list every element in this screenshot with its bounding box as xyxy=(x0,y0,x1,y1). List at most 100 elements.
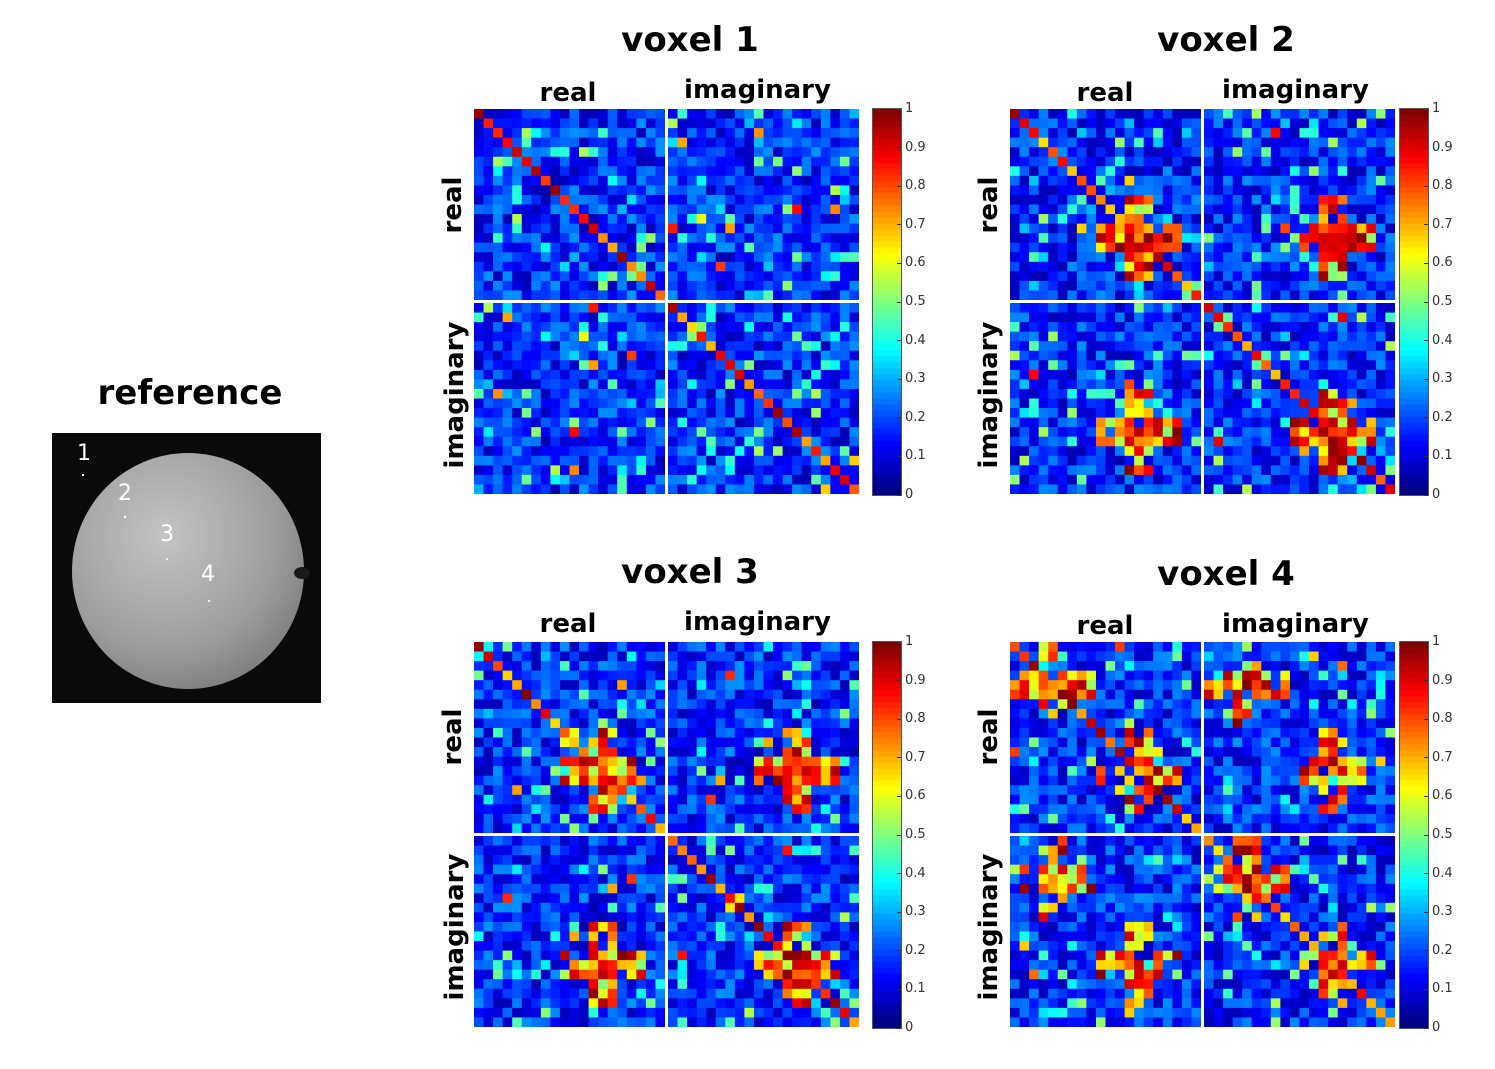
heatmap-cell xyxy=(1019,261,1030,272)
heatmap-cell xyxy=(1375,166,1386,177)
heatmap-cell xyxy=(734,271,745,282)
heatmap-cell xyxy=(1366,204,1377,215)
heatmap-cell xyxy=(550,166,561,177)
heatmap-cell xyxy=(502,128,513,139)
heatmap-cell xyxy=(483,670,494,681)
heatmap-cell xyxy=(1347,436,1358,447)
heatmap-cell xyxy=(687,893,698,904)
heatmap-cell xyxy=(830,998,841,1009)
heatmap-cell xyxy=(1289,185,1300,196)
heatmap-cell xyxy=(1095,446,1106,457)
heatmap-cell xyxy=(782,223,793,234)
heatmap-cell xyxy=(773,912,783,923)
heatmap-cell xyxy=(636,845,647,856)
heatmap-cell xyxy=(782,388,793,399)
heatmap-cell xyxy=(1337,261,1348,272)
heatmap-cell xyxy=(773,747,783,757)
heatmap-cell xyxy=(849,214,860,224)
heatmap-cell xyxy=(1095,280,1106,291)
heatmap-cell xyxy=(531,912,542,923)
heatmap-cell xyxy=(1261,398,1272,409)
heatmap-cell xyxy=(540,931,551,942)
heatmap-cell xyxy=(753,836,764,846)
heatmap-cell xyxy=(474,931,484,942)
heatmap-cell xyxy=(512,823,523,834)
heatmap-cell xyxy=(725,233,736,244)
heatmap-cell xyxy=(839,969,850,980)
heatmap-cell xyxy=(607,137,618,148)
heatmap-cell xyxy=(696,708,707,719)
heatmap-cell xyxy=(1270,303,1281,313)
heatmap-cell xyxy=(617,223,628,234)
heatmap-cell xyxy=(531,408,542,418)
heatmap-cell xyxy=(1309,408,1319,418)
heatmap-cell xyxy=(811,312,822,323)
heatmap-cell xyxy=(1318,398,1329,409)
heatmap-cell xyxy=(773,756,783,767)
heatmap-cell xyxy=(687,689,698,700)
heatmap-cell xyxy=(849,998,860,1009)
heatmap-cell xyxy=(706,756,717,767)
heatmap-cell xyxy=(1124,223,1135,234)
heatmap-cell xyxy=(1223,185,1234,196)
heatmap-cell xyxy=(569,484,580,495)
heatmap-cell xyxy=(1213,280,1224,291)
heatmap-cell xyxy=(645,699,656,710)
heatmap-cell xyxy=(763,950,774,961)
colorbar-step xyxy=(873,332,901,339)
colorbar-tick-label: 0.3 xyxy=(1432,371,1453,387)
colorbar-tick-mark xyxy=(1424,108,1428,110)
heatmap-cell xyxy=(1366,474,1377,485)
heatmap-cell xyxy=(792,718,803,729)
heatmap-cell xyxy=(773,670,783,681)
heatmap-cell xyxy=(1086,350,1097,361)
heatmap-cell xyxy=(753,223,764,234)
heatmap-cell xyxy=(569,766,580,777)
heatmap-cell xyxy=(792,322,803,333)
heatmap-cell xyxy=(849,303,860,313)
heatmap-cell xyxy=(521,794,532,805)
heatmap-cell xyxy=(763,1007,774,1018)
heatmap-cell xyxy=(1385,398,1396,409)
heatmap-cell xyxy=(744,902,755,913)
heatmap-cell xyxy=(734,998,745,1009)
heatmap-cell xyxy=(1356,465,1367,476)
heatmap-cell xyxy=(521,804,532,815)
heatmap-cell xyxy=(782,360,793,371)
heatmap-cell xyxy=(1213,388,1224,399)
heatmap-cell xyxy=(617,408,628,418)
heatmap-cell xyxy=(540,252,551,263)
heatmap-cell xyxy=(1213,156,1224,167)
heatmap-cell xyxy=(1356,280,1367,291)
heatmap-cell xyxy=(1095,474,1106,485)
heatmap-cell xyxy=(734,845,745,856)
heatmap-cell xyxy=(1309,350,1319,361)
heatmap-cell xyxy=(607,680,618,691)
heatmap-cell xyxy=(636,988,647,999)
heatmap-cell xyxy=(820,804,831,815)
heatmap-cell xyxy=(512,708,523,719)
colorbar-step xyxy=(1400,416,1428,424)
heatmap-cell xyxy=(1280,204,1291,215)
heatmap-cell xyxy=(626,128,637,139)
heatmap-cell xyxy=(1115,417,1125,428)
heatmap-cell xyxy=(792,290,803,301)
heatmap-cell xyxy=(1270,312,1281,323)
heatmap-cell xyxy=(801,465,812,476)
heatmap-cell xyxy=(734,398,745,409)
heatmap-cell xyxy=(1115,427,1125,438)
heatmap-cell xyxy=(734,156,745,167)
heatmap-cell xyxy=(1375,204,1386,215)
heatmap-cell xyxy=(579,670,589,681)
heatmap-cell xyxy=(1289,465,1300,476)
heatmap-cell xyxy=(521,194,532,205)
heatmap-cell xyxy=(1318,369,1329,380)
heatmap-cell xyxy=(1162,109,1173,119)
heatmap-cell xyxy=(1309,214,1319,224)
colorbar-step xyxy=(1400,127,1428,134)
heatmap-cell xyxy=(1010,252,1020,263)
heatmap-cell xyxy=(1204,280,1214,291)
heatmap-cell xyxy=(820,988,831,999)
heatmap-cell xyxy=(1153,331,1164,342)
heatmap-cell xyxy=(1134,436,1145,447)
